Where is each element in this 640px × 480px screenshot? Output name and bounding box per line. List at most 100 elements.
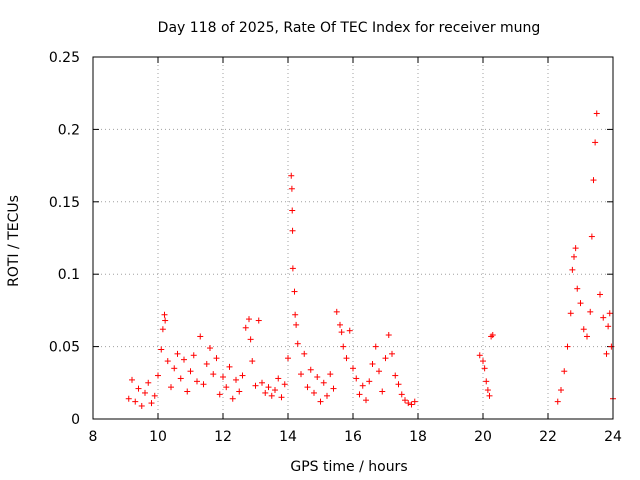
- data-point: [307, 366, 314, 373]
- data-point: [481, 365, 488, 372]
- x-axis-label: GPS time / hours: [290, 459, 407, 475]
- data-point: [483, 378, 490, 385]
- grid-lines: [93, 57, 613, 419]
- data-point: [389, 350, 395, 357]
- data-point: [275, 375, 282, 382]
- data-point: [171, 365, 178, 372]
- data-point: [569, 266, 576, 273]
- data-point: [359, 382, 366, 389]
- data-point: [363, 397, 369, 404]
- data-point: [408, 401, 415, 408]
- data-point: [590, 177, 597, 184]
- data-point: [293, 321, 300, 328]
- data-point: [207, 345, 213, 352]
- y-tick-label: 0.05: [49, 340, 80, 356]
- data-point: [285, 355, 291, 362]
- tick-labels: 8 10 12 14 16 18 20 22 24 0 0.05 0.1 0.15 0.2 0.25: [49, 50, 622, 445]
- data-point: [343, 355, 350, 362]
- data-point: [567, 310, 574, 317]
- data-point: [184, 388, 191, 395]
- data-point: [288, 172, 295, 179]
- data-point: [223, 384, 230, 391]
- data-point: [132, 398, 139, 405]
- data-point: [411, 398, 418, 405]
- data-point: [272, 387, 278, 394]
- data-point: [372, 343, 379, 350]
- data-point: [486, 392, 493, 399]
- chart-title: Day 118 of 2025, Rate Of TEC Index for r…: [158, 20, 541, 36]
- data-point: [605, 323, 612, 330]
- data-point: [288, 185, 295, 192]
- data-point: [268, 392, 275, 399]
- data-point: [216, 391, 223, 398]
- x-tick-label: 14: [279, 429, 297, 445]
- data-point: [558, 387, 564, 394]
- data-point: [337, 321, 343, 328]
- data-point: [304, 384, 311, 391]
- data-point: [236, 388, 243, 395]
- data-point: [289, 265, 296, 272]
- data-point: [402, 397, 408, 404]
- data-point: [155, 372, 161, 379]
- data-point: [593, 110, 600, 117]
- data-point: [405, 400, 412, 407]
- data-point: [561, 368, 568, 375]
- data-point: [148, 400, 155, 407]
- data-point: [129, 376, 135, 383]
- data-point: [161, 311, 168, 318]
- data-point: [174, 350, 181, 357]
- data-point: [262, 389, 269, 396]
- y-tick-label: 0.1: [58, 267, 80, 283]
- data-point: [197, 333, 204, 340]
- data-point: [554, 398, 561, 405]
- data-point: [597, 291, 603, 298]
- data-point: [564, 343, 571, 350]
- data-point: [220, 374, 226, 381]
- data-point: [164, 358, 171, 365]
- y-tick-label: 0: [71, 412, 80, 428]
- data-point: [203, 360, 210, 367]
- data-point: [311, 389, 317, 396]
- data-point: [210, 371, 217, 378]
- data-point: [301, 350, 308, 357]
- data-point: [577, 300, 584, 307]
- data-point: [333, 308, 340, 315]
- data-point: [138, 402, 145, 409]
- x-tick-label: 10: [149, 429, 167, 445]
- data-point: [584, 333, 590, 340]
- data-point: [353, 375, 360, 382]
- x-tick-label: 16: [344, 429, 362, 445]
- data-point: [294, 340, 301, 347]
- data-point: [278, 394, 285, 401]
- plot-frame: [92, 56, 614, 420]
- data-point: [489, 332, 496, 339]
- data-point: [151, 392, 158, 399]
- data-point: [259, 379, 265, 386]
- data-point: [291, 288, 298, 295]
- data-point: [350, 365, 356, 372]
- data-point: [246, 316, 252, 323]
- data-point: [145, 379, 152, 386]
- data-point: [484, 387, 491, 394]
- data-point: [226, 363, 233, 370]
- data-point: [265, 384, 272, 391]
- data-point: [190, 352, 197, 359]
- x-tick-label: 18: [409, 429, 427, 445]
- y-tick-label: 0.2: [58, 122, 80, 138]
- data-point: [324, 392, 330, 399]
- data-point: [162, 317, 169, 324]
- data-point: [229, 395, 236, 402]
- data-point: [376, 368, 382, 375]
- data-point: [317, 398, 324, 405]
- x-tick-label: 12: [214, 429, 232, 445]
- data-point: [330, 385, 337, 392]
- x-tick-label: 24: [604, 429, 622, 445]
- data-point: [338, 329, 345, 336]
- data-point: [369, 360, 376, 367]
- data-point: [606, 310, 613, 317]
- data-point: [580, 326, 587, 333]
- data-point: [252, 382, 259, 389]
- data-point: [356, 391, 363, 398]
- data-point: [142, 389, 148, 396]
